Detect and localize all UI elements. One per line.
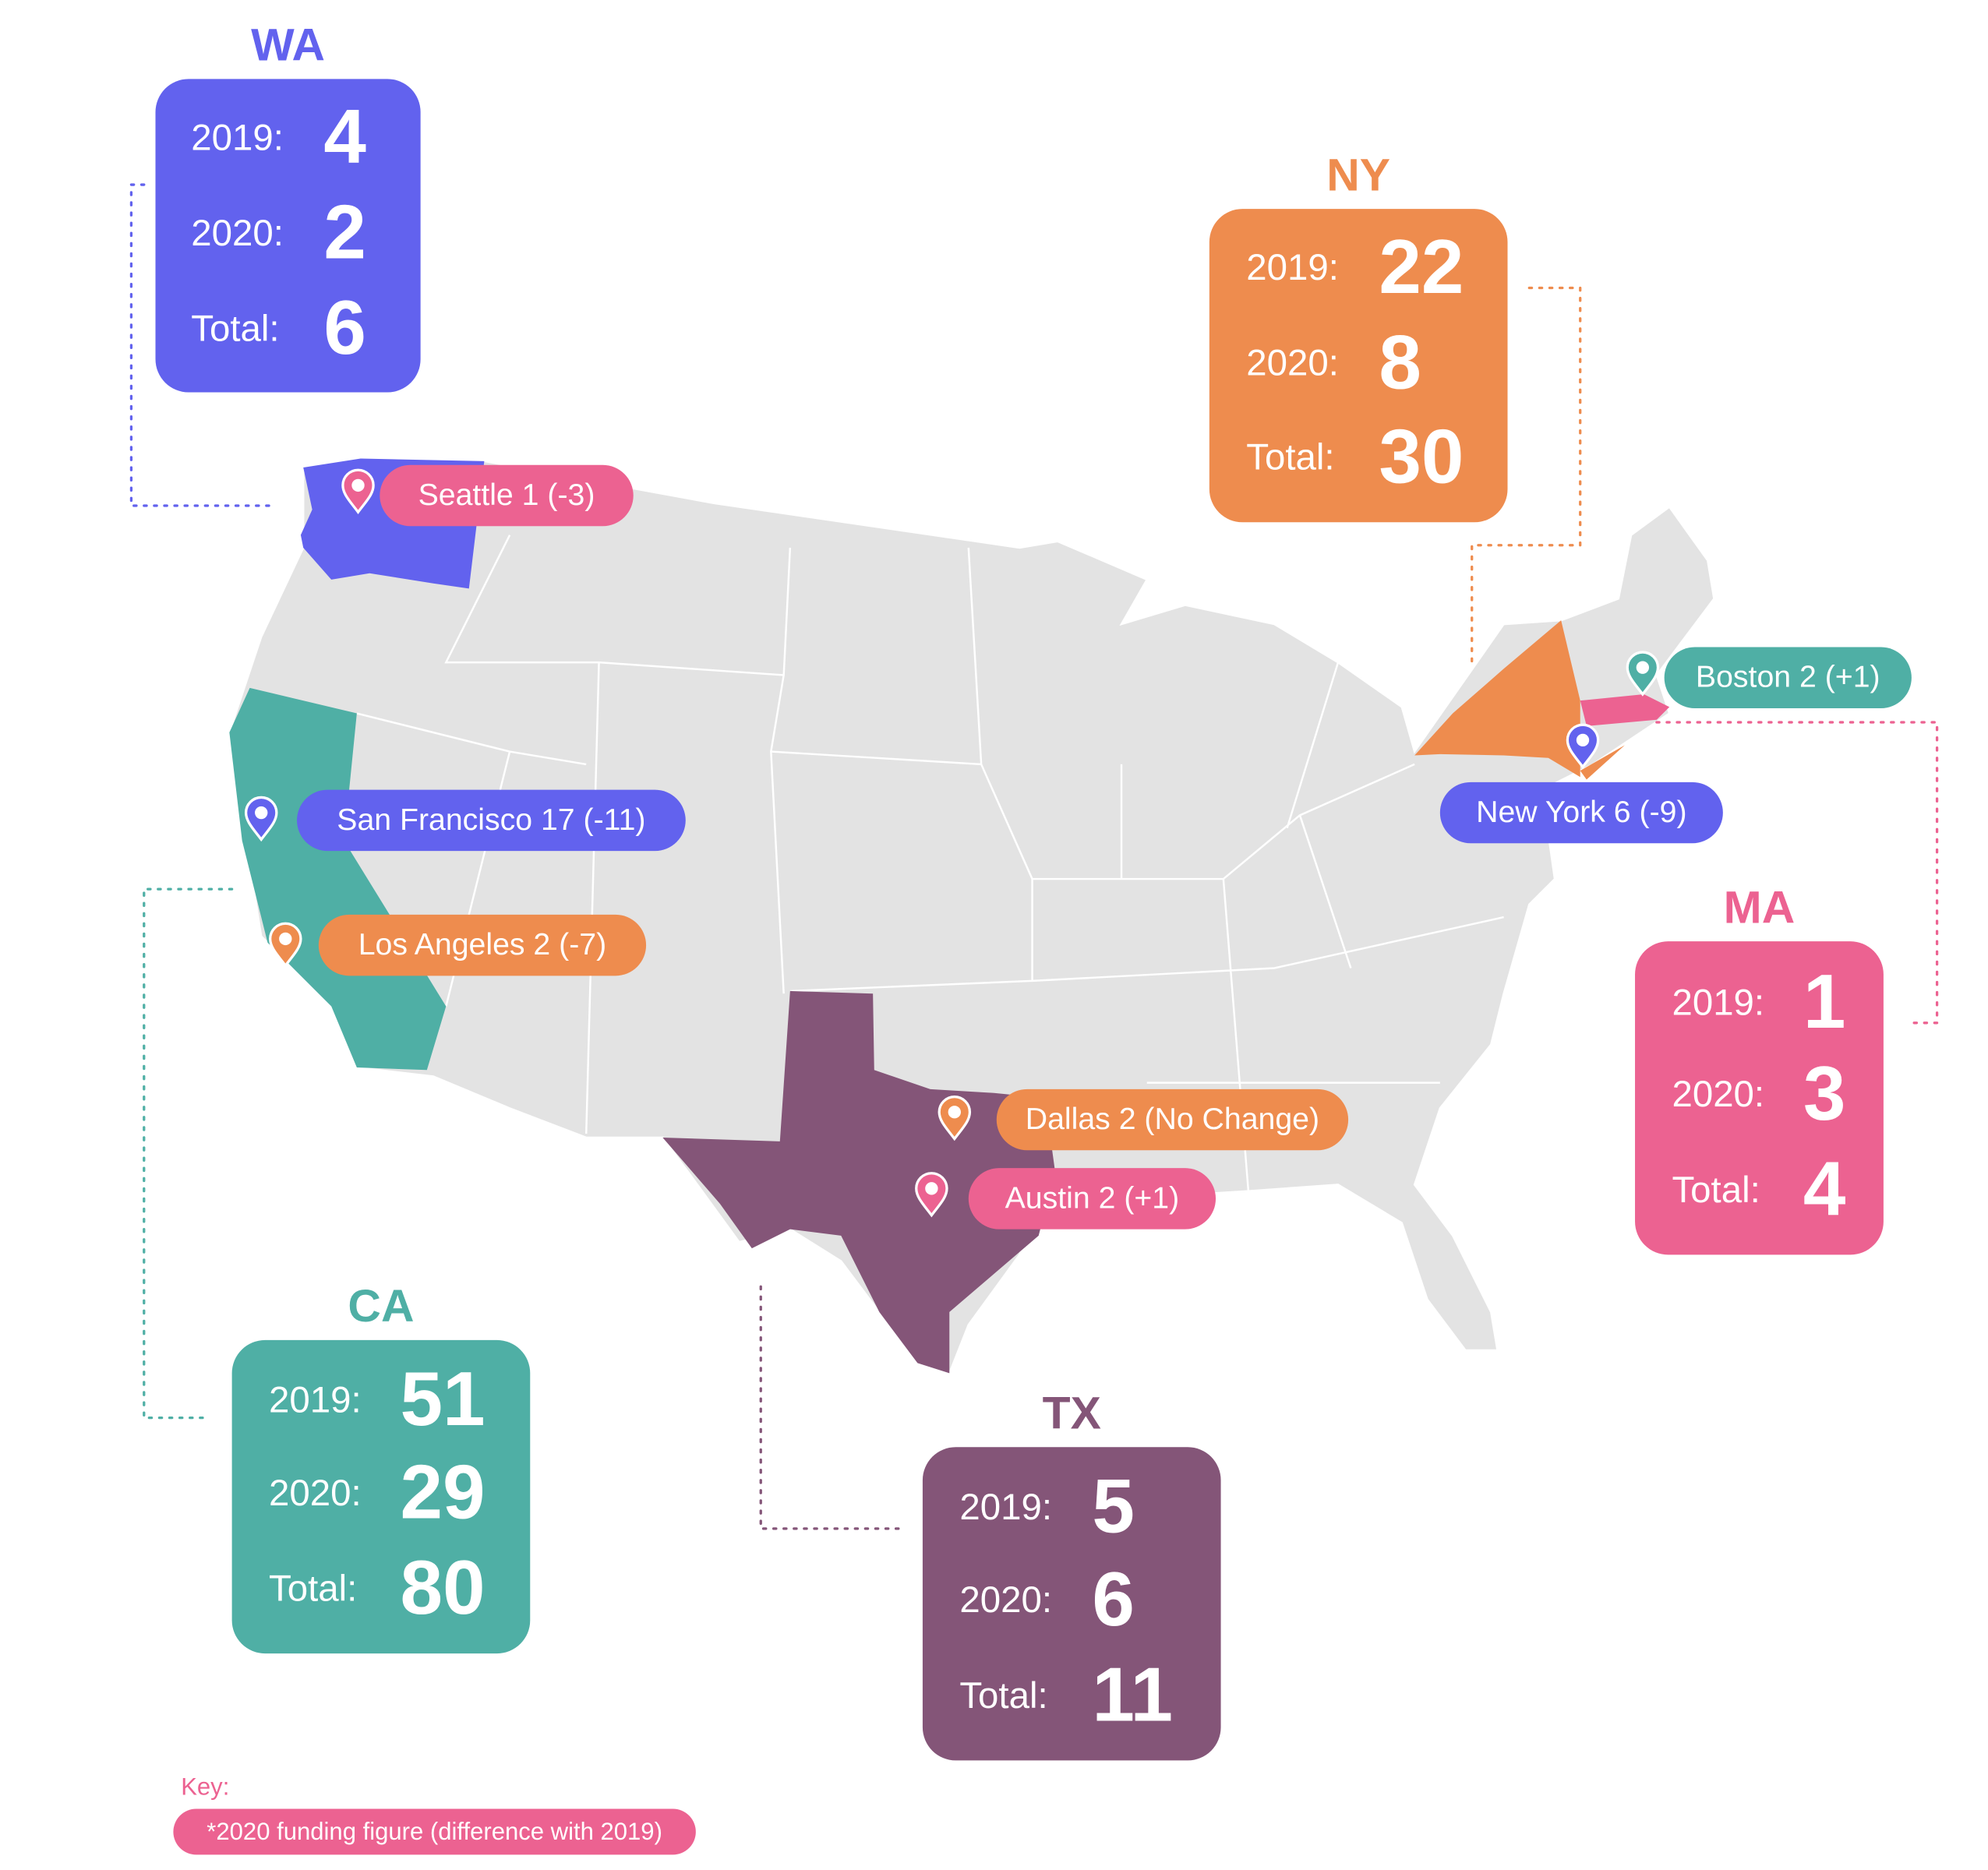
- state-tx: [662, 990, 1055, 1374]
- row-value: 8: [1379, 319, 1421, 404]
- row-value: 30: [1379, 413, 1464, 499]
- state-code: WA: [251, 20, 325, 71]
- key-pill: [173, 1808, 696, 1855]
- row-value: 3: [1803, 1050, 1846, 1136]
- row-label: Total:: [269, 1568, 357, 1609]
- key-title: Key:: [181, 1773, 229, 1801]
- row-value: 6: [323, 284, 366, 370]
- row-value: 29: [400, 1449, 485, 1535]
- city-label: Boston 2 (+1): [1696, 660, 1880, 694]
- pin-dot: [925, 1182, 938, 1195]
- city-pill: [297, 789, 686, 852]
- connector: [129, 183, 276, 507]
- connector: [759, 1285, 900, 1530]
- row-value: 51: [400, 1356, 485, 1441]
- pin-dot: [279, 932, 292, 946]
- row-value: 2: [323, 189, 366, 275]
- row-value: 80: [400, 1544, 485, 1630]
- state-box: [155, 79, 421, 393]
- row-value: 4: [1803, 1145, 1846, 1231]
- city-pill: [1664, 647, 1912, 708]
- state-box: [922, 1447, 1221, 1761]
- row-label: 2019:: [959, 1487, 1052, 1528]
- row-value: 5: [1092, 1463, 1135, 1549]
- row-label: 2020:: [1672, 1074, 1764, 1115]
- city-pill: [968, 1168, 1216, 1230]
- row-value: 6: [1092, 1556, 1135, 1642]
- state-code: MA: [1724, 882, 1796, 933]
- pin-dot: [255, 806, 268, 820]
- state-box: [1209, 209, 1508, 523]
- row-value: 11: [1092, 1651, 1173, 1737]
- state-borders: [356, 535, 1504, 1198]
- pin-dot: [351, 478, 365, 492]
- row-label: 2019:: [191, 117, 284, 158]
- state-ma: [1580, 694, 1670, 726]
- connector: [143, 887, 234, 1420]
- connector: [1471, 286, 1582, 664]
- city-label: Seattle 1 (-3): [418, 478, 595, 512]
- city-pin: [938, 1096, 972, 1141]
- row-label: 2020:: [269, 1473, 362, 1514]
- row-label: 2019:: [1672, 982, 1764, 1023]
- city-label: Austin 2 (+1): [1005, 1180, 1180, 1215]
- city-pin: [244, 796, 278, 842]
- city-pill: [318, 914, 647, 976]
- row-label: 2020:: [959, 1579, 1052, 1621]
- connector: [1655, 721, 1939, 1025]
- city-pin: [915, 1172, 948, 1218]
- city-pill: [1439, 782, 1723, 844]
- pin-dot: [948, 1106, 961, 1119]
- state-code: CA: [348, 1281, 414, 1332]
- city-pin: [1566, 723, 1600, 769]
- city-pill: [380, 464, 634, 527]
- pin-dot: [1636, 661, 1650, 674]
- state-code: NY: [1326, 150, 1390, 200]
- row-value: 1: [1803, 958, 1846, 1044]
- city-label: Los Angeles 2 (-7): [358, 927, 606, 961]
- row-label: Total:: [959, 1675, 1047, 1717]
- state-ny: [1414, 620, 1580, 778]
- row-value: 22: [1379, 224, 1464, 309]
- row-label: 2019:: [269, 1380, 362, 1421]
- state-code: TX: [1043, 1388, 1101, 1439]
- us-map: [228, 460, 1715, 1374]
- row-label: 2019:: [1246, 247, 1339, 288]
- row-label: 2020:: [191, 213, 284, 254]
- city-pill: [996, 1088, 1349, 1151]
- city-label: San Francisco 17 (-11): [337, 803, 645, 837]
- state-ny-island: [1580, 745, 1625, 780]
- state-box: [1635, 941, 1884, 1255]
- row-label: Total:: [1246, 437, 1334, 478]
- row-value: 4: [323, 94, 366, 179]
- row-label: 2020:: [1246, 343, 1339, 384]
- row-label: Total:: [1672, 1170, 1760, 1211]
- row-label: Total:: [191, 309, 279, 350]
- key-note: *2020 funding figure (difference with 20…: [207, 1818, 662, 1845]
- city-pin: [269, 922, 302, 968]
- city-label: New York 6 (-9): [1476, 795, 1686, 829]
- pin-dot: [1576, 733, 1590, 747]
- city-pin: [341, 468, 375, 514]
- city-pin: [1626, 651, 1660, 697]
- city-label: Dallas 2 (No Change): [1026, 1102, 1319, 1136]
- state-box: [231, 1339, 531, 1654]
